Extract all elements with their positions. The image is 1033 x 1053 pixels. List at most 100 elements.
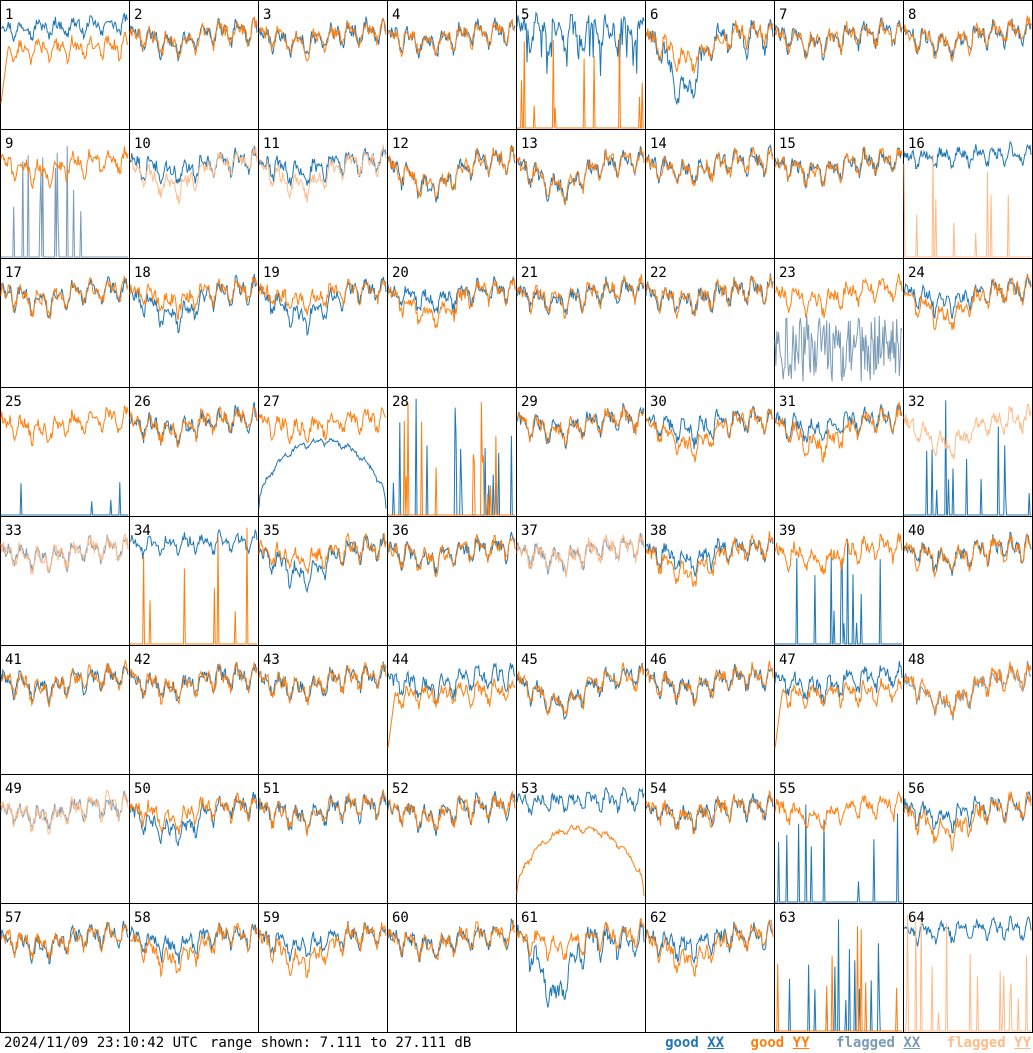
series-yy-line bbox=[516, 662, 645, 717]
series-yy-line bbox=[774, 146, 903, 188]
tile-label: 62 bbox=[650, 910, 667, 926]
tile-label: 32 bbox=[908, 394, 925, 410]
tile-label: 9 bbox=[5, 136, 13, 152]
series-yy-line bbox=[129, 405, 258, 448]
tile-frame bbox=[903, 0, 1033, 130]
series-yy-line bbox=[258, 145, 387, 203]
series-xx-line bbox=[1, 145, 128, 258]
tile-label: 1 bbox=[5, 7, 13, 23]
tile-label: 16 bbox=[908, 136, 925, 152]
series-xx-line bbox=[645, 533, 774, 577]
tile-label: 55 bbox=[779, 781, 796, 797]
series-yy-line bbox=[0, 659, 129, 709]
series-yy-line bbox=[0, 922, 129, 961]
series-xx-line bbox=[903, 140, 1032, 170]
tile-label: 8 bbox=[908, 7, 916, 23]
series-yy-line bbox=[645, 790, 774, 835]
tile-label: 18 bbox=[134, 265, 151, 281]
tile-53: 53 bbox=[516, 774, 646, 904]
tile-58: 58 bbox=[129, 903, 259, 1033]
series-yy-line bbox=[903, 533, 1032, 579]
series-xx-line bbox=[904, 400, 1031, 516]
tile-label: 25 bbox=[5, 394, 22, 410]
legend: good XX good YY flagged XX flagged YY bbox=[647, 1033, 1031, 1053]
series-xx-line bbox=[387, 662, 516, 706]
tile-8: 8 bbox=[903, 0, 1033, 130]
series-yy-line bbox=[387, 533, 516, 578]
tile-frame bbox=[0, 129, 130, 259]
tile-52: 52 bbox=[387, 774, 517, 904]
tile-label: 59 bbox=[263, 910, 280, 926]
tile-2: 2 bbox=[129, 0, 259, 130]
tile-label: 2 bbox=[134, 7, 142, 23]
series-xx-line bbox=[0, 920, 129, 965]
tile-frame bbox=[258, 0, 388, 130]
tile-label: 28 bbox=[392, 394, 409, 410]
tile-41: 41 bbox=[0, 645, 130, 775]
tile-49: 49 bbox=[0, 774, 130, 904]
tile-35: 35 bbox=[258, 516, 388, 646]
legend-flagged-yy-pol: YY bbox=[1014, 1035, 1031, 1051]
tile-21: 21 bbox=[516, 258, 646, 388]
tile-12: 12 bbox=[387, 129, 517, 259]
series-yy-line bbox=[0, 789, 129, 836]
legend-flagged-xx-prefix: flagged bbox=[835, 1035, 904, 1051]
tile-32: 32 bbox=[903, 387, 1033, 517]
tile-14: 14 bbox=[645, 129, 775, 259]
tile-label: 33 bbox=[5, 523, 22, 539]
series-yy-line bbox=[903, 155, 1031, 258]
tile-label: 12 bbox=[392, 136, 409, 152]
tile-frame bbox=[903, 903, 1033, 1033]
tile-label: 20 bbox=[392, 265, 409, 281]
legend-good-xx-prefix: good bbox=[665, 1035, 708, 1051]
tile-20: 20 bbox=[387, 258, 517, 388]
tile-40: 40 bbox=[903, 516, 1033, 646]
tile-30: 30 bbox=[645, 387, 775, 517]
tile-label: 24 bbox=[908, 265, 925, 281]
series-yy-line bbox=[258, 922, 387, 979]
tile-label: 3 bbox=[263, 7, 271, 23]
tile-7: 7 bbox=[774, 0, 904, 130]
tile-23: 23 bbox=[774, 258, 904, 388]
tile-label: 52 bbox=[392, 781, 409, 797]
series-yy-line bbox=[258, 531, 387, 574]
tile-frame bbox=[0, 387, 130, 517]
series-xx-line bbox=[387, 275, 516, 314]
tile-label: 46 bbox=[650, 652, 667, 668]
series-xx-line bbox=[775, 539, 902, 645]
legend-flagged-yy: flagged YY bbox=[947, 1035, 1031, 1051]
legend-good-yy: good YY bbox=[751, 1035, 810, 1051]
series-xx-line bbox=[129, 528, 258, 559]
series-xx-line bbox=[258, 146, 387, 187]
series-yy-line bbox=[258, 17, 387, 62]
tile-15: 15 bbox=[774, 129, 904, 259]
tile-label: 63 bbox=[779, 910, 796, 926]
tile-62: 62 bbox=[645, 903, 775, 1033]
series-yy-line bbox=[130, 527, 257, 645]
tile-label: 34 bbox=[134, 523, 151, 539]
tile-64: 64 bbox=[903, 903, 1033, 1033]
series-xx-line bbox=[130, 402, 258, 447]
tile-label: 6 bbox=[650, 7, 658, 23]
legend-good-xx: good XX bbox=[665, 1035, 724, 1051]
tile-frame bbox=[516, 903, 646, 1033]
tile-label: 17 bbox=[5, 265, 22, 281]
tile-9: 9 bbox=[0, 129, 130, 259]
tile-label: 40 bbox=[908, 523, 925, 539]
series-yy-line bbox=[516, 404, 645, 448]
tile-5: 5 bbox=[516, 0, 646, 130]
series-yy-line bbox=[129, 922, 258, 978]
tile-label: 29 bbox=[521, 394, 538, 410]
tile-frame bbox=[0, 0, 130, 130]
tile-3: 3 bbox=[258, 0, 388, 130]
series-xx-line bbox=[258, 276, 387, 337]
series-xx-line bbox=[129, 145, 258, 185]
series-yy-line bbox=[774, 790, 903, 833]
series-xx-line bbox=[129, 273, 258, 334]
tile-29: 29 bbox=[516, 387, 646, 517]
series-yy-line bbox=[516, 147, 645, 206]
series-xx-line bbox=[774, 315, 903, 382]
tile-48: 48 bbox=[903, 645, 1033, 775]
tile-label: 37 bbox=[521, 523, 538, 539]
